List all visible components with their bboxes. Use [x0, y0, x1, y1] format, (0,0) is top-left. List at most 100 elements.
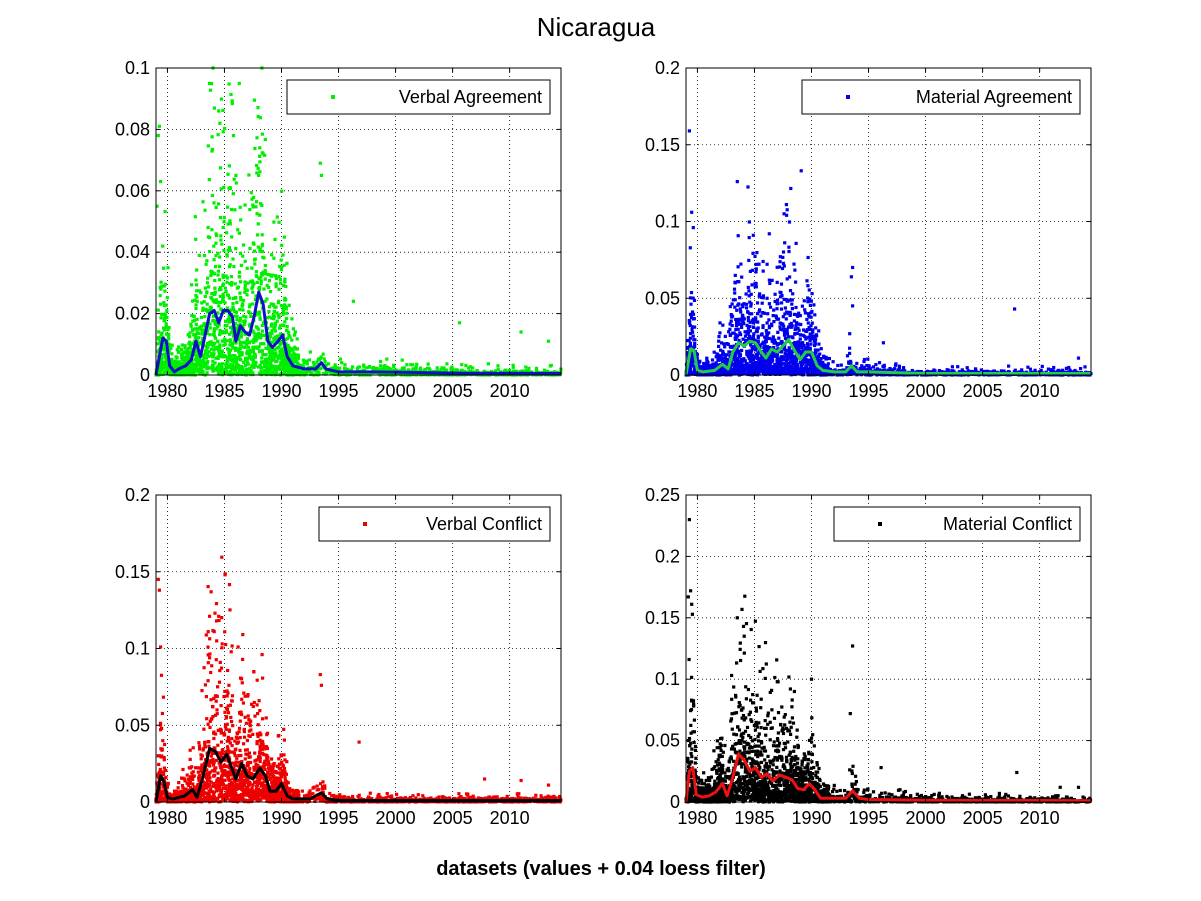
verbal-agreement-point: [319, 367, 323, 371]
verbal-agreement-axes-frame: [155, 67, 562, 376]
verbal-agreement-point: [271, 340, 275, 344]
verbal-agreement-point: [270, 329, 274, 333]
material-agreement-point: [1064, 366, 1068, 370]
verbal-agreement-point: [289, 368, 293, 372]
verbal-agreement-point: [451, 367, 455, 371]
material-agreement-point: [798, 344, 802, 348]
verbal-agreement-point: [248, 303, 252, 307]
material-agreement-point: [790, 354, 794, 358]
material-agreement-point: [824, 372, 828, 376]
verbal-agreement-point: [280, 347, 284, 351]
verbal-agreement-point: [193, 364, 197, 368]
material-agreement-point: [751, 353, 755, 357]
verbal-agreement-point: [280, 362, 284, 366]
verbal-agreement-point: [460, 369, 464, 373]
material-agreement-point: [808, 338, 812, 343]
verbal-agreement-point: [273, 305, 277, 309]
verbal-agreement-point: [198, 362, 202, 366]
material-agreement-point: [690, 353, 694, 357]
verbal-agreement-point: [183, 358, 187, 362]
material-agreement-point: [782, 297, 786, 301]
verbal-agreement-point: [243, 322, 247, 326]
material-agreement-point: [737, 317, 741, 321]
verbal-agreement-point: [175, 365, 179, 369]
verbal-agreement-point: [206, 354, 210, 358]
verbal-agreement-point: [214, 327, 218, 331]
verbal-agreement-point: [219, 238, 223, 242]
verbal-agreement-point: [217, 202, 221, 206]
material-agreement-point: [812, 303, 816, 307]
verbal-agreement-point: [183, 351, 187, 355]
material-agreement-point: [770, 278, 774, 282]
verbal-agreement-point: [235, 314, 239, 318]
material-agreement-point: [956, 365, 960, 369]
material-agreement-point: [728, 305, 732, 309]
verbal-agreement-point: [257, 312, 261, 316]
material-agreement-point: [735, 372, 739, 376]
verbal-agreement-point: [254, 345, 258, 349]
verbal-agreement-point: [232, 358, 236, 362]
verbal-agreement-point: [223, 301, 227, 305]
material-agreement-point: [688, 336, 692, 340]
material-agreement-point: [756, 351, 760, 355]
verbal-agreement-point: [163, 282, 167, 286]
material-agreement-point: [862, 357, 867, 362]
material-agreement-point: [705, 356, 709, 360]
material-agreement-point: [860, 364, 864, 368]
verbal-agreement-point: [162, 284, 166, 288]
verbal-agreement-point: [156, 342, 160, 346]
verbal-agreement-point: [283, 280, 287, 284]
verbal-agreement-x-tick-label: 1980: [147, 381, 187, 401]
verbal-agreement-point: [276, 301, 281, 305]
verbal-agreement-point: [237, 275, 241, 279]
verbal-agreement-point: [181, 367, 185, 371]
verbal-agreement-point: [159, 316, 163, 320]
material-agreement-point: [803, 311, 807, 315]
verbal-agreement-point: [202, 254, 207, 258]
verbal-agreement-point: [221, 362, 225, 366]
verbal-agreement-subplot: 1980 1985 1990 1995 2000 2005 201000.020.040.0…: [115, 58, 563, 401]
material-agreement-point: [867, 364, 871, 368]
verbal-agreement-point: [187, 369, 191, 373]
verbal-agreement-point: [263, 277, 267, 281]
verbal-agreement-point: [226, 293, 230, 297]
verbal-agreement-point: [357, 365, 361, 369]
verbal-agreement-point: [210, 149, 214, 153]
verbal-agreement-point: [248, 280, 253, 284]
material-agreement-point: [744, 292, 748, 296]
verbal-agreement-point: [248, 340, 252, 344]
verbal-agreement-point: [210, 269, 214, 273]
figure-title: Nicaragua: [537, 12, 656, 42]
material-agreement-point: [809, 311, 813, 315]
verbal-agreement-point: [239, 263, 243, 267]
material-agreement-point: [795, 331, 799, 335]
material-agreement-point: [722, 342, 726, 346]
material-agreement-point: [821, 365, 825, 369]
verbal-agreement-point: [159, 180, 163, 184]
verbal-agreement-point: [164, 303, 168, 307]
verbal-agreement-point: [231, 302, 235, 306]
verbal-agreement-point: [268, 345, 272, 349]
verbal-agreement-point: [269, 361, 273, 365]
material-agreement-point: [740, 325, 744, 329]
verbal-agreement-point: [160, 353, 164, 357]
material-agreement-point: [818, 352, 822, 356]
verbal-agreement-point: [279, 341, 283, 346]
verbal-agreement-point: [211, 319, 215, 323]
verbal-agreement-point: [223, 339, 227, 343]
material-agreement-point: [795, 344, 799, 348]
verbal-agreement-point: [269, 274, 273, 278]
verbal-agreement-point: [217, 304, 221, 308]
verbal-agreement-point: [365, 366, 369, 370]
verbal-agreement-point: [159, 302, 163, 306]
material-agreement-point: [804, 337, 808, 341]
verbal-agreement-point: [435, 366, 439, 370]
verbal-agreement-point: [205, 331, 209, 336]
material-agreement-point: [725, 357, 730, 361]
verbal-agreement-y-tick-label: 0.06: [115, 181, 150, 201]
verbal-agreement-point: [159, 336, 163, 340]
material-agreement-point: [761, 325, 765, 330]
verbal-agreement-point: [274, 370, 278, 374]
verbal-agreement-point: [163, 312, 168, 316]
verbal-agreement-point: [205, 346, 209, 350]
